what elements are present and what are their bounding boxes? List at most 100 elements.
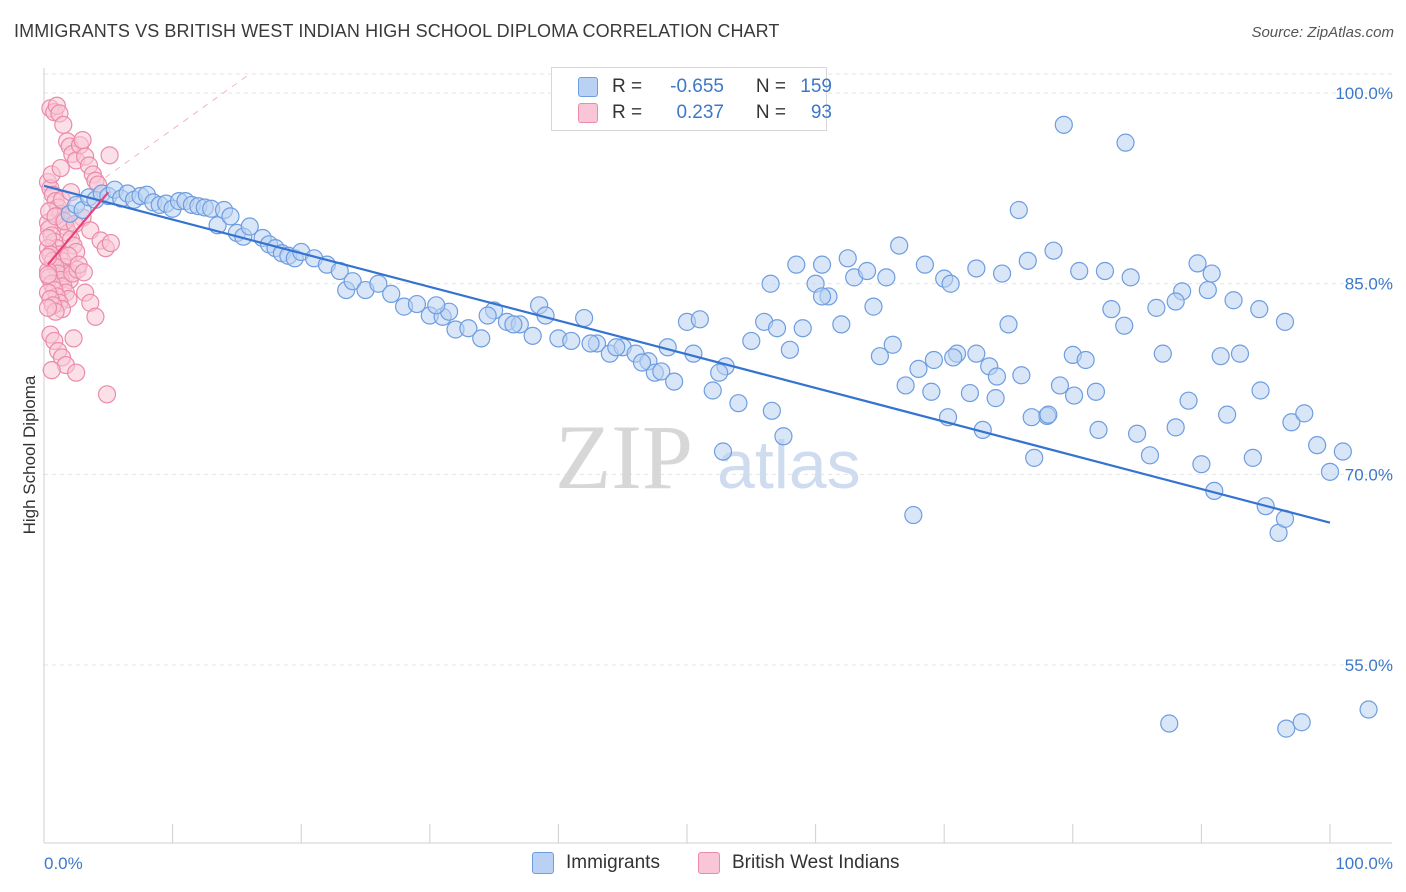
immigrants-point [812,255,832,274]
bwi-point [38,228,58,248]
axis-layer [43,68,1392,844]
immigrants-point [1359,700,1378,719]
immigrants-point [877,268,896,287]
immigrants-point [1198,280,1217,300]
immigrants-point [767,319,787,338]
immigrants-point [427,296,446,315]
bwi-point [42,361,61,380]
immigrants-point [967,259,986,278]
immigrants-point [857,261,877,281]
immigrants-point [1086,382,1106,401]
immigrants-point [652,362,671,381]
legend-label-bwi: British West Indians [732,852,900,873]
immigrants-point [1320,462,1340,481]
bwi-point [54,115,73,134]
immigrants-point [987,367,1007,386]
immigrants-point [713,442,733,461]
legend-n-label: N = [755,102,786,123]
correlation-legend: R = -0.655 N = 159 R = 0.237 N = 93 [551,67,832,131]
immigrants-point [1202,264,1221,283]
immigrants-point [575,308,594,328]
immigrants-swatch [532,852,554,874]
y-tick-label: 55.0% [1345,656,1393,675]
bwi-swatch [698,852,720,874]
bwi-point [86,307,105,326]
immigrants-point [761,274,780,293]
bwi-point [74,263,93,282]
immigrants-point [890,236,909,255]
immigrants-point [793,319,812,338]
immigrants-point [407,294,427,314]
immigrants-point [1160,714,1179,733]
legend-label-immigrants: Immigrants [566,852,660,873]
immigrants-point [1308,436,1327,455]
y-tick-label: 85.0% [1345,275,1393,294]
x-tick-label-max: 100.0% [1335,854,1393,873]
british-west-indians-points [38,96,120,404]
tick-labels: 55.0% 70.0% 85.0% 100.0% 0.0% 100.0% [44,84,1393,873]
bwi-point [100,146,119,165]
source-credit: Source: ZipAtlas.com [1251,24,1394,41]
immigrants-point [1076,350,1095,370]
immigrants-point [729,394,748,413]
watermark: ZIP atlas [555,406,861,508]
immigrants-point [1211,347,1230,366]
immigrants-point [832,315,851,334]
immigrants-point [1121,268,1140,287]
legend-item-bwi[interactable]: British West Indians [698,852,900,874]
immigrants-point [1127,424,1147,443]
immigrants-point [1050,376,1070,395]
immigrants-point [1333,442,1352,461]
immigrants-point [1147,298,1166,317]
immigrants-point [870,347,890,366]
immigrants-point [742,331,761,351]
immigrants-point [1282,413,1301,432]
immigrants-point [1018,251,1037,270]
immigrants-point [1243,448,1262,467]
immigrants-point [703,381,722,400]
bwi-swatch [578,103,598,123]
bwi-point [64,329,83,348]
immigrants-swatch [578,77,598,97]
immigrants-point [896,376,915,395]
immigrants-point [909,359,928,378]
immigrants-point [665,372,684,391]
reference-diagonal [95,73,251,185]
chart-title: IMMIGRANTS VS BRITISH WEST INDIAN HIGH S… [14,21,780,41]
immigrants-point [1230,344,1250,363]
immigrants-point [812,287,832,306]
immigrants-point [924,350,944,370]
immigrants-point [478,306,497,325]
immigrants-point [999,315,1018,334]
immigrants-trend-line [43,184,1331,524]
immigrants-point [369,274,388,293]
watermark-zip: ZIP [555,406,693,508]
bwi-point [38,298,58,317]
immigrants-point [967,344,986,363]
immigrants-points [60,115,1378,738]
immigrants-point [382,284,401,303]
y-tick-label: 100.0% [1335,84,1393,103]
legend-n-label: N = [755,76,786,97]
trend-lines [43,184,1331,524]
immigrants-point [523,326,542,345]
immigrants-point [922,382,941,401]
immigrants-point [1102,300,1121,319]
y-tick-label: 70.0% [1345,465,1393,484]
immigrants-point [1012,366,1031,385]
immigrants-point [562,331,581,351]
immigrants-point [1179,391,1198,410]
bwi-point [73,130,92,150]
immigrants-point [1009,200,1028,220]
bwi-point [97,385,117,404]
immigrants-point [941,274,960,293]
immigrants-point [1022,408,1041,427]
immigrants-point [1039,405,1058,424]
immigrants-point [1192,455,1211,474]
immigrants-point [1153,344,1172,363]
immigrants-point [221,207,240,226]
immigrants-point [1295,404,1314,423]
legend-n-value: 159 [800,76,832,97]
legend-item-immigrants[interactable]: Immigrants [532,852,660,874]
